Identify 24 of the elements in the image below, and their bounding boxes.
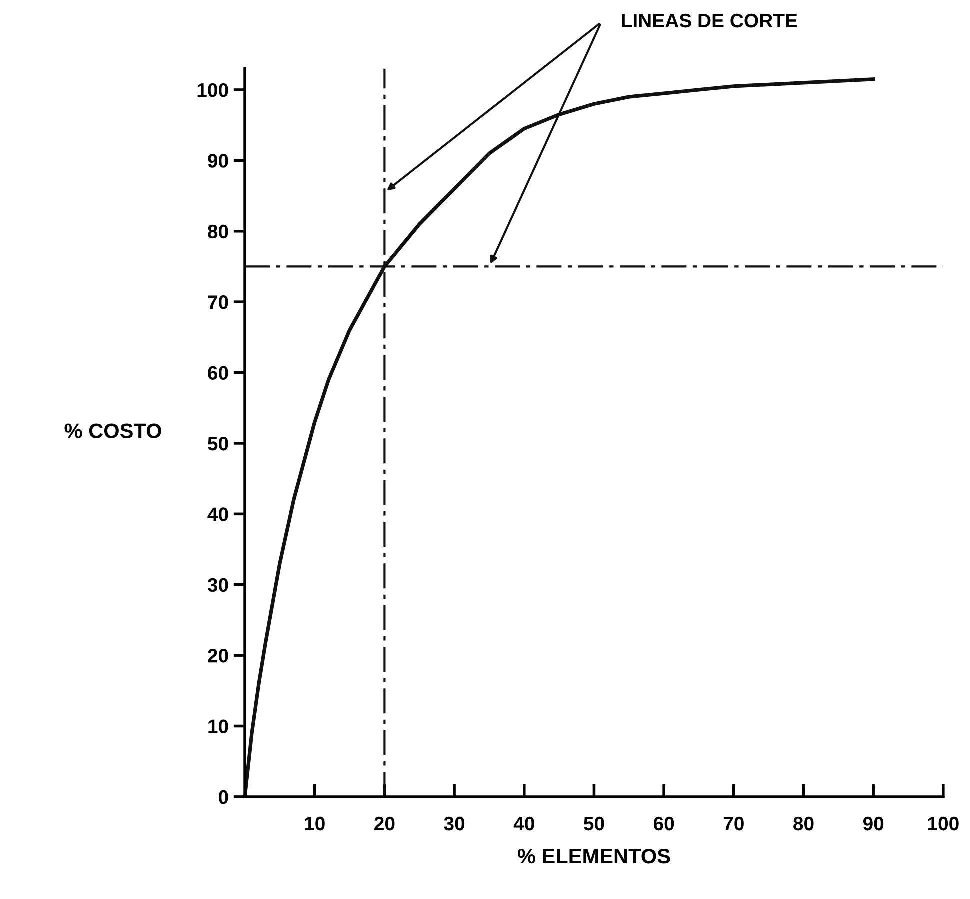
y-tick-label: 70 [208, 296, 228, 310]
y-tick-label: 80 [208, 224, 228, 239]
y-tick-label: 90 [208, 154, 228, 168]
x-tick-label: 20 [374, 816, 395, 831]
x-tick-label: 90 [863, 816, 884, 831]
text: LINEAS DE CORTE [622, 14, 798, 28]
y-tick-label: 40 [208, 508, 228, 522]
y-tick-label: 10 [208, 720, 228, 734]
x-tick-label: 50 [584, 816, 604, 831]
y-tick-label: 20 [208, 649, 228, 663]
x-tick-label: 40 [514, 816, 534, 831]
x-tick-label: 70 [724, 816, 744, 831]
x-axis-title: % ELEMENTOS [518, 848, 670, 864]
x-tick-label: 100 [928, 816, 959, 831]
x-tick-label: 80 [794, 816, 814, 831]
x-tick-label: 10 [305, 816, 325, 831]
y-tick-label: 50 [208, 436, 228, 451]
y-axis-title: % COSTO [64, 424, 162, 438]
x-tick-label: 30 [444, 816, 465, 831]
y-tick-label: 100 [198, 83, 228, 98]
y-tick-label: 60 [208, 366, 228, 380]
x-tick-label: 60 [654, 816, 674, 831]
y-tick-label: 0 [219, 790, 228, 804]
y-tick-label: 30 [208, 578, 228, 592]
